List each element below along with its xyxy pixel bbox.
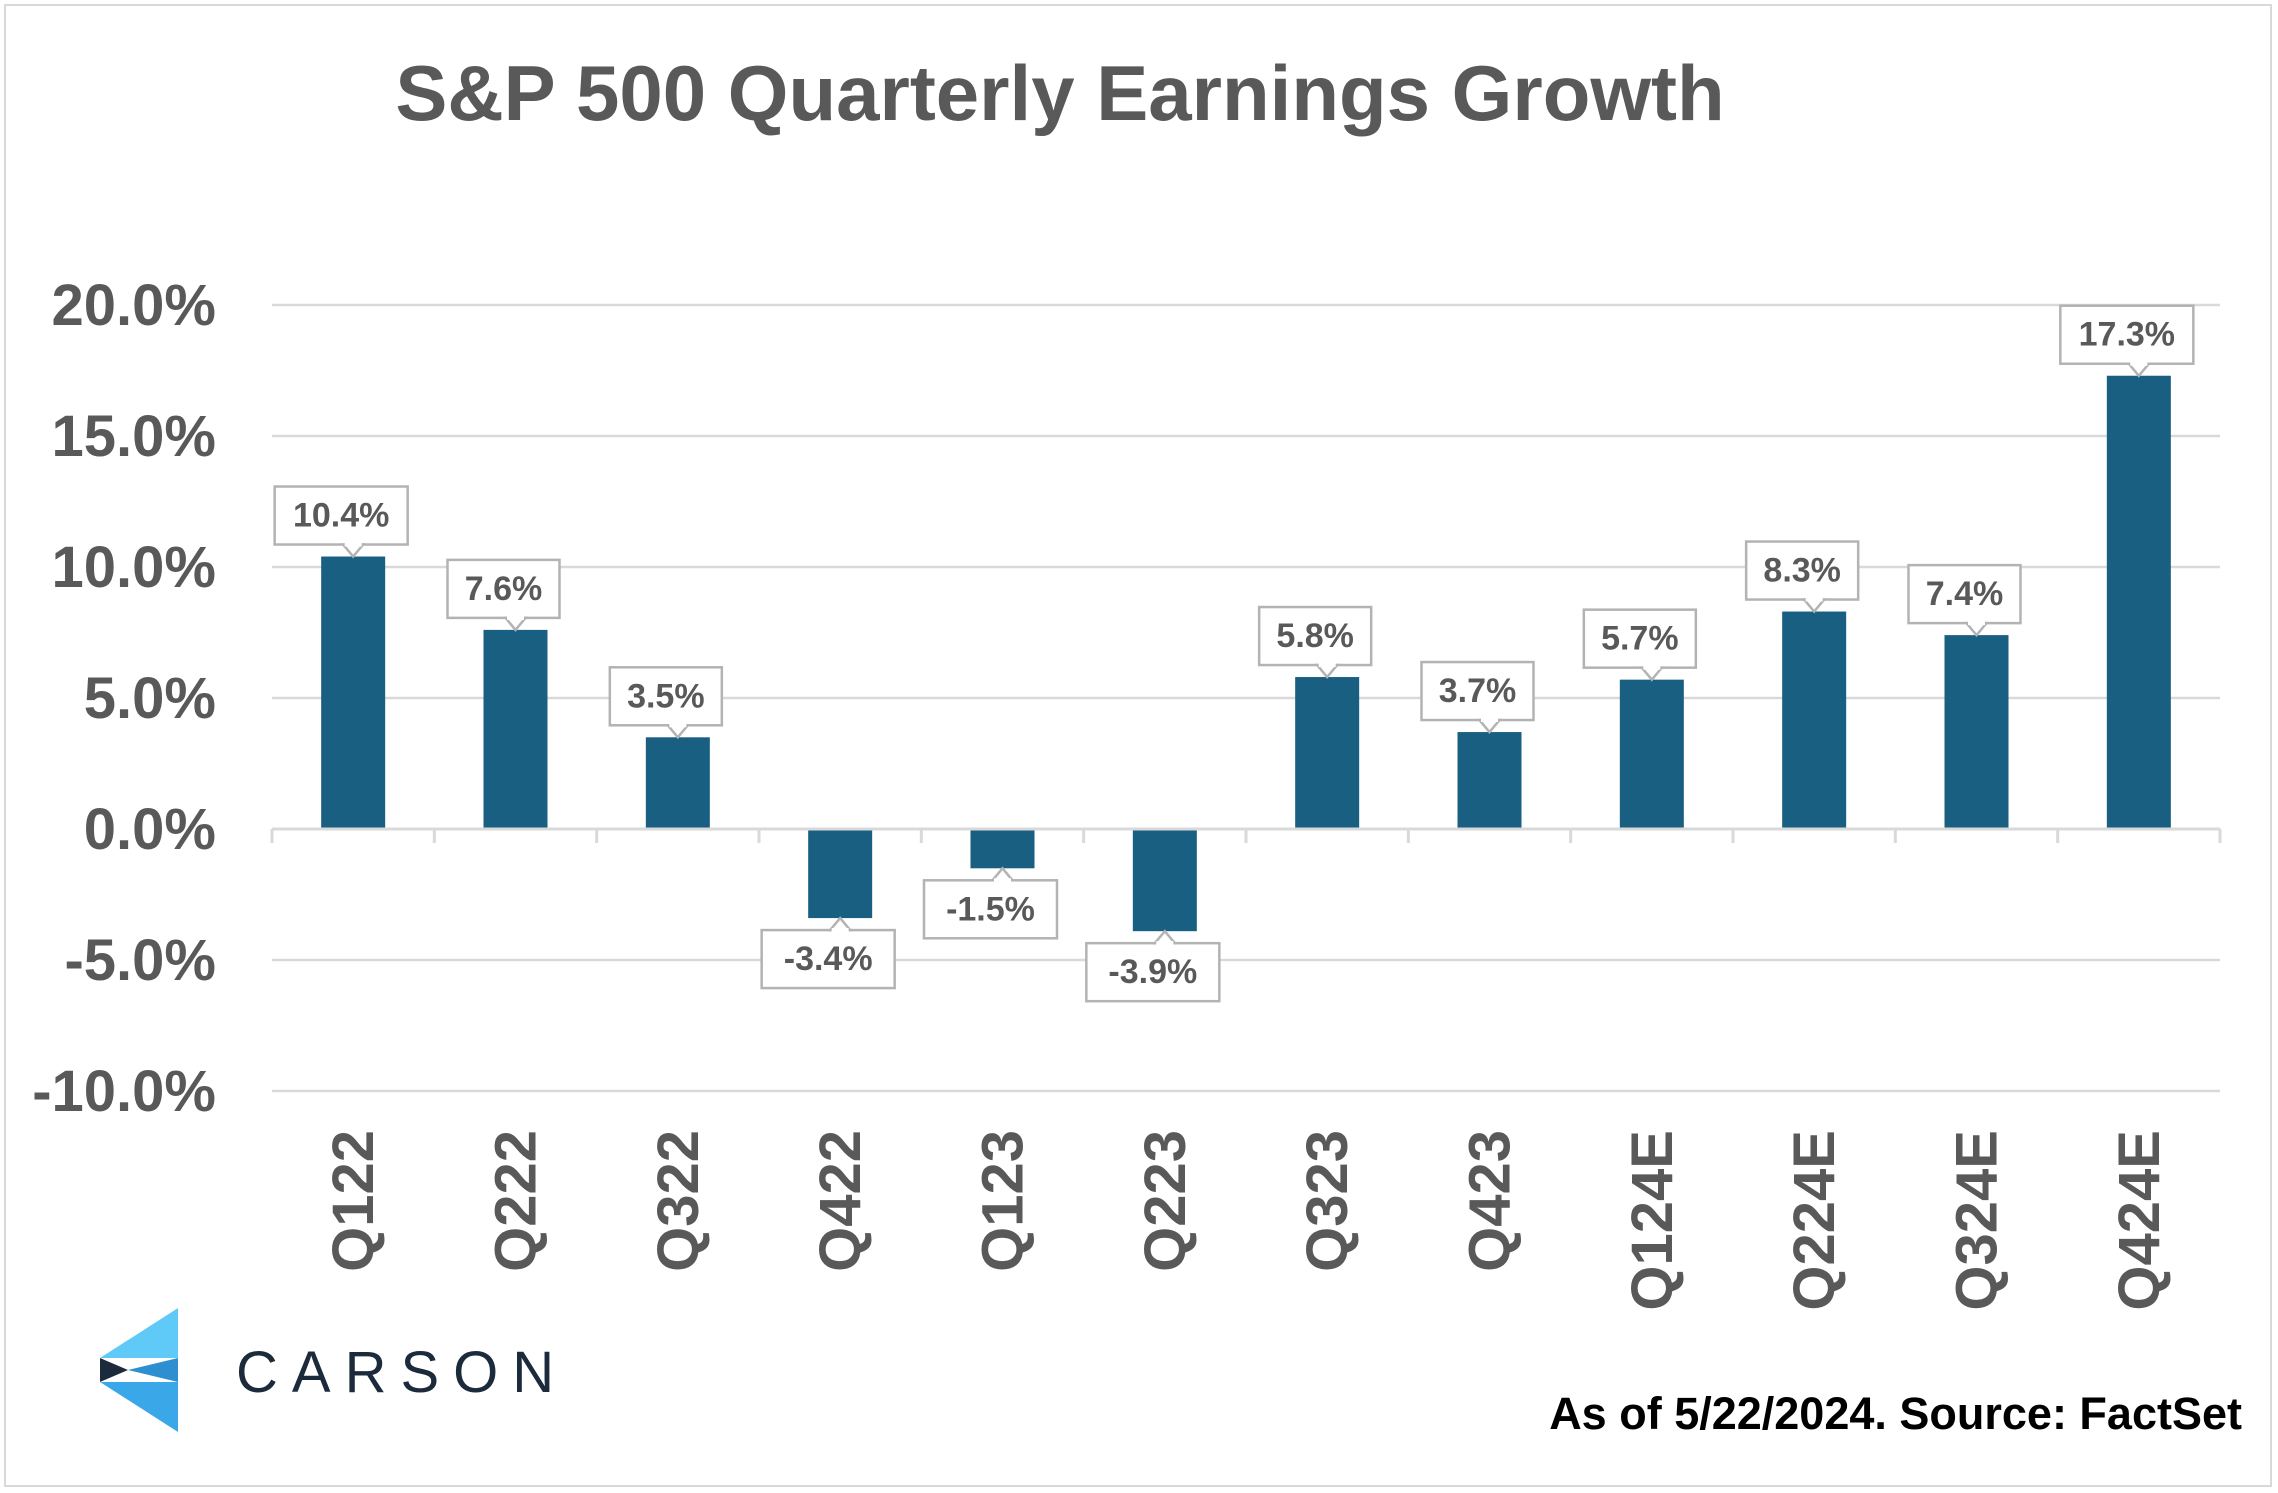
- bar-q324e: [1944, 635, 2009, 829]
- data-label-box: [1085, 941, 1221, 1003]
- bar-q423: [1457, 732, 1522, 829]
- x-axis: [270, 827, 2222, 843]
- x-tick-label: Q424E: [2107, 1130, 2172, 1311]
- gridlines: [272, 303, 2220, 1093]
- bar-q124e: [1619, 679, 1684, 829]
- data-label-box: [922, 879, 1059, 940]
- x-tick-label: Q123: [971, 1130, 1036, 1272]
- x-tick-label: Q224E: [1782, 1130, 1847, 1311]
- data-label-text: 7.6%: [465, 570, 543, 608]
- x-axis-ticks: Q122 Q222 Q322 Q422 Q123 Q223 Q323 Q423 Q124E Q22…: [321, 1130, 2172, 1311]
- data-label: 17.3%: [2059, 304, 2195, 378]
- data-label-box: [446, 558, 561, 620]
- x-tick-label: Q324E: [1945, 1130, 2010, 1311]
- carson-logo: CARSON: [98, 1300, 658, 1440]
- data-label-text: 3.5%: [627, 677, 705, 715]
- y-tick-label: 20.0%: [52, 273, 216, 338]
- y-axis-ticks: 20.0% 15.0% 10.0% 5.0% 0.0% -5.0% -10.0%: [32, 273, 216, 1124]
- x-tick-label: Q323: [1295, 1130, 1360, 1272]
- y-tick-label: 5.0%: [84, 666, 216, 731]
- bar-q223: [1132, 829, 1197, 932]
- data-label-text: 5.8%: [1276, 617, 1354, 655]
- data-label-text: 17.3%: [2079, 316, 2175, 354]
- x-tick-label: Q423: [1458, 1130, 1523, 1272]
- data-label-box: [1744, 540, 1860, 601]
- data-label-box: [760, 928, 896, 990]
- y-tick-label: -5.0%: [64, 928, 216, 993]
- data-label-box: [1907, 563, 2022, 625]
- data-label-text: -3.4%: [784, 940, 873, 978]
- data-label-text: 3.7%: [1439, 672, 1517, 710]
- bar-q422: [808, 829, 873, 919]
- chart-title: S&P 500 Quarterly Earnings Growth: [395, 49, 1725, 137]
- data-label: 10.4%: [273, 485, 409, 559]
- data-label: 5.7%: [1582, 608, 1698, 682]
- data-label: -3.4%: [760, 916, 896, 990]
- data-label-text: -3.9%: [1108, 953, 1197, 991]
- data-label: -3.9%: [1085, 929, 1221, 1003]
- data-label: 7.6%: [446, 558, 561, 632]
- x-tick-label: Q122: [321, 1130, 386, 1272]
- y-tick-label: 15.0%: [52, 404, 216, 469]
- data-label-text: 8.3%: [1763, 552, 1841, 590]
- bar-q323: [1295, 677, 1360, 829]
- bars: [321, 375, 2171, 932]
- data-label: 5.8%: [1257, 605, 1373, 679]
- bar-q122: [321, 556, 386, 829]
- x-tick-label: Q322: [646, 1130, 711, 1272]
- bar-q424e: [2106, 375, 2171, 829]
- y-tick-label: 10.0%: [52, 535, 216, 600]
- data-label-text: 5.7%: [1601, 620, 1679, 658]
- carson-wordmark: CARSON: [236, 1340, 568, 1405]
- source-note: As of 5/22/2024. Source: FactSet: [1549, 1388, 2242, 1439]
- bar-q222: [483, 629, 548, 829]
- data-label-box: [1420, 660, 1535, 722]
- x-tick-label: Q223: [1133, 1130, 1198, 1272]
- data-label-box: [2059, 304, 2195, 365]
- data-label-text: 7.4%: [1926, 575, 2004, 613]
- data-label: 7.4%: [1907, 563, 2022, 638]
- bar-q322: [645, 737, 710, 829]
- x-tick-label: Q222: [484, 1130, 549, 1272]
- data-label-box: [1257, 605, 1373, 667]
- x-tick-label: Q124E: [1620, 1130, 1685, 1311]
- x-tick-label: Q422: [808, 1130, 873, 1272]
- bar-q224e: [1782, 611, 1847, 829]
- data-label: 8.3%: [1744, 540, 1860, 614]
- y-tick-label: 0.0%: [84, 797, 216, 862]
- bar-q123: [970, 829, 1035, 869]
- data-label: -1.5%: [922, 866, 1059, 940]
- data-label: 3.5%: [608, 666, 724, 740]
- data-label-text: -1.5%: [946, 890, 1035, 928]
- data-label: 3.7%: [1420, 660, 1535, 735]
- data-label-box: [608, 666, 724, 727]
- data-label-box: [1582, 608, 1698, 669]
- carson-chevron-logo-icon: [100, 1308, 178, 1432]
- data-label-box: [273, 485, 409, 546]
- y-tick-label: -10.0%: [32, 1059, 216, 1124]
- data-label-text: 10.4%: [293, 497, 389, 535]
- data-labels: 10.4% 7.6% 3.5% -3.4% -1.5% -3.9% 5.8% 3.7% 5.7%…: [273, 304, 2195, 1003]
